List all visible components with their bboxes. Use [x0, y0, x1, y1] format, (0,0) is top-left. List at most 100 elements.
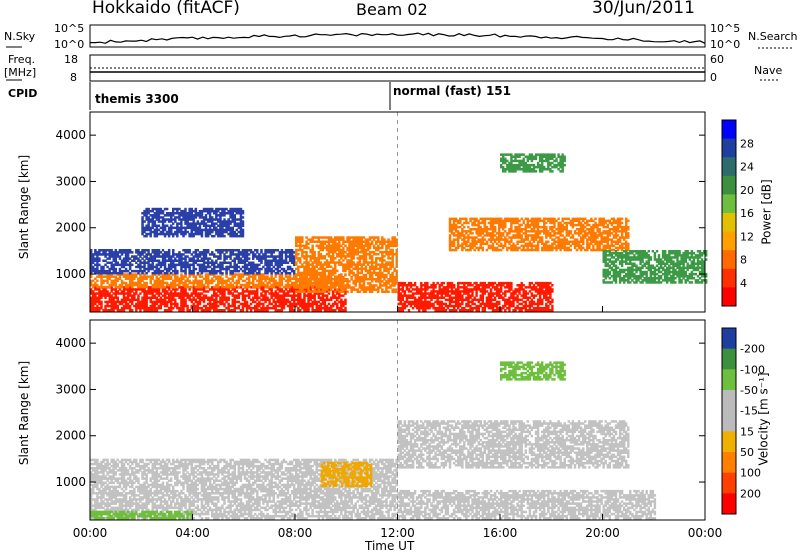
scatter-cell: [319, 246, 323, 250]
scatter-cell: [235, 212, 238, 215]
scatter-cell: [237, 253, 241, 256]
scatter-cell: [182, 309, 185, 312]
scatter-cell: [323, 306, 327, 310]
scatter-cell: [319, 236, 323, 239]
scatter-cell: [364, 265, 368, 268]
scatter-cell: [108, 261, 111, 264]
scatter-cell: [237, 226, 241, 230]
scatter-cell: [549, 288, 552, 291]
scatter-cell: [409, 296, 413, 299]
scatter-cell: [549, 294, 552, 297]
scatter-cell: [411, 302, 415, 306]
scatter-cell: [442, 302, 446, 306]
scatter-cell: [315, 302, 318, 306]
scatter-cell: [264, 306, 267, 310]
scatter-cell: [217, 283, 220, 287]
scatter-cell: [551, 298, 554, 302]
scatter-cell: [391, 280, 394, 283]
scatter-cell: [313, 236, 316, 239]
scatter-cell: [321, 265, 325, 268]
scatter-cell: [293, 304, 296, 308]
scatter-cell: [239, 292, 243, 295]
scatter-cell: [227, 288, 230, 291]
scatter-cell: [334, 279, 337, 283]
scatter-cell: [498, 296, 501, 299]
scatter-cell: [508, 300, 511, 304]
scatter-cell: [348, 238, 351, 241]
scatter-cell: [350, 275, 353, 279]
scatter-cell: [288, 272, 292, 275]
scatter-cell: [288, 253, 292, 256]
scatter-cell: [465, 298, 468, 302]
scatter-cell: [182, 261, 185, 264]
scatter-cell: [278, 277, 282, 280]
scatter-cell: [354, 253, 357, 256]
scatter-cell: [336, 280, 339, 283]
scatter-cell: [498, 302, 501, 306]
scatter-cell: [290, 294, 294, 297]
scatter-cell: [418, 298, 421, 302]
scatter-cell: [327, 286, 331, 289]
scatter-cell: [147, 222, 150, 225]
scatter-cell: [266, 283, 269, 287]
scatter-cell: [239, 251, 243, 254]
scatter-cell: [237, 273, 241, 276]
scatter-cell: [131, 298, 134, 302]
scatter-cell: [348, 284, 351, 287]
scatter-cell: [391, 275, 394, 279]
scatter-cell: [305, 242, 308, 246]
scatter-cell: [145, 300, 148, 304]
scatter-cell: [471, 238, 474, 241]
scatter-cell: [401, 286, 404, 289]
scatter-cell: [272, 255, 275, 258]
scatter-cell: [479, 294, 482, 297]
scatter-cell: [96, 267, 99, 271]
scatter-cell: [530, 292, 534, 295]
scatter-cell: [405, 296, 409, 299]
scatter-cell: [192, 306, 195, 310]
scatter-cell: [98, 269, 101, 273]
scatter-cell: [167, 267, 171, 271]
scatter-cell: [151, 214, 154, 217]
scatter-cell: [165, 296, 169, 299]
scatter-cell: [440, 304, 444, 308]
scatter-cell: [366, 288, 370, 291]
scatter-cell: [454, 246, 458, 250]
scatter-cell: [174, 283, 177, 287]
scatter-cell: [448, 309, 452, 312]
scatter-cell: [198, 279, 202, 283]
scatter-cell: [360, 288, 363, 291]
scatter-cell: [133, 292, 136, 295]
scatter-cell: [231, 309, 234, 312]
scatter-cell: [305, 261, 308, 264]
scatter-cell: [338, 288, 341, 291]
scatter-cell: [514, 296, 517, 299]
scatter-cell: [502, 281, 505, 285]
scatter-cell: [338, 275, 341, 279]
scatter-cell: [393, 290, 396, 293]
scatter-cell: [323, 298, 327, 302]
scatter-cell: [229, 263, 232, 267]
scatter-cell: [239, 257, 243, 260]
scatter-cell: [149, 286, 152, 289]
scatter-cell: [260, 279, 263, 283]
scatter-cell: [223, 228, 226, 232]
scatter-cell: [106, 290, 109, 293]
scatter-cell: [104, 288, 107, 291]
scatter-cell: [165, 207, 169, 211]
scatter-cell: [112, 253, 115, 256]
scatter-cell: [141, 296, 144, 299]
scatter-cell: [233, 261, 236, 264]
scatter-cell: [231, 226, 234, 230]
scatter-cell: [215, 265, 218, 269]
scatter-cell: [288, 306, 292, 310]
scatter-cell: [481, 284, 484, 287]
scatter-cell: [167, 283, 171, 287]
scatter-cell: [190, 285, 193, 289]
scatter-cell: [206, 261, 210, 264]
scatter-cell: [319, 288, 323, 291]
station-title: Hokkaido (fitACF): [92, 0, 240, 18]
scatter-cell: [90, 261, 93, 264]
scatter-cell: [241, 255, 245, 258]
scatter-cell: [182, 302, 185, 306]
